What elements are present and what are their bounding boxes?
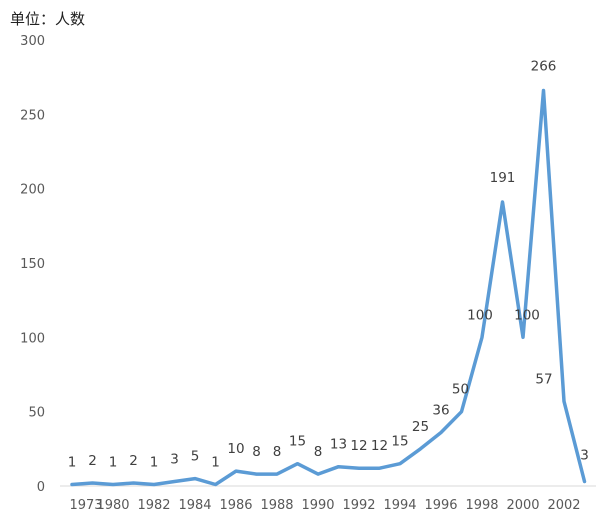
y-tick-label: 100 xyxy=(20,331,45,346)
data-label: 25 xyxy=(412,419,429,435)
data-label: 1 xyxy=(211,455,220,471)
data-label: 36 xyxy=(432,403,449,419)
data-label: 1 xyxy=(150,455,159,471)
y-tick-label: 150 xyxy=(20,257,45,272)
unit-label: 单位：人数 xyxy=(10,10,86,28)
x-tick-label: 2000 xyxy=(506,498,539,513)
data-label: 15 xyxy=(391,434,408,450)
data-label: 1 xyxy=(109,455,118,471)
x-tick-label: 1988 xyxy=(260,498,293,513)
y-axis-ticks: 0 50 100 150 200 250 300 xyxy=(20,34,45,495)
x-tick-label: 2002 xyxy=(547,498,580,513)
x-tick-label: 1980 xyxy=(96,498,129,513)
data-label: 12 xyxy=(350,438,367,454)
data-label: 8 xyxy=(273,444,282,460)
y-tick-label: 0 xyxy=(37,480,45,495)
x-tick-label: 1996 xyxy=(424,498,457,513)
x-tick-label: 1990 xyxy=(301,498,334,513)
x-tick-label: 1986 xyxy=(219,498,252,513)
x-tick-label: 1992 xyxy=(342,498,375,513)
x-tick-label: 1994 xyxy=(383,498,416,513)
data-label: 10 xyxy=(227,441,244,457)
data-label: 8 xyxy=(314,444,323,460)
data-label: 8 xyxy=(252,444,261,460)
data-label: 191 xyxy=(490,170,516,186)
x-tick-label: 1982 xyxy=(137,498,170,513)
x-tick-label: 1984 xyxy=(178,498,211,513)
data-label: 5 xyxy=(191,449,200,465)
data-label: 2 xyxy=(129,453,138,469)
y-tick-label: 200 xyxy=(20,183,45,198)
data-label: 266 xyxy=(531,59,557,75)
data-label: 2 xyxy=(88,453,97,469)
data-label: 3 xyxy=(170,452,179,468)
data-label: 1 xyxy=(68,455,77,471)
data-label: 50 xyxy=(452,382,469,398)
series-line xyxy=(70,88,587,487)
y-tick-label: 250 xyxy=(20,108,45,123)
data-label: 12 xyxy=(371,438,388,454)
y-tick-label: 300 xyxy=(20,34,45,49)
x-tick-label: 1998 xyxy=(465,498,498,513)
data-label: 100 xyxy=(467,307,493,323)
data-label: 13 xyxy=(330,437,347,453)
data-label: 100 xyxy=(514,307,540,323)
x-tick-label: 1973 xyxy=(69,498,102,513)
y-tick-label: 50 xyxy=(28,406,45,421)
data-label: 15 xyxy=(289,434,306,450)
data-label: 57 xyxy=(535,371,552,387)
data-label: 3 xyxy=(580,448,589,464)
